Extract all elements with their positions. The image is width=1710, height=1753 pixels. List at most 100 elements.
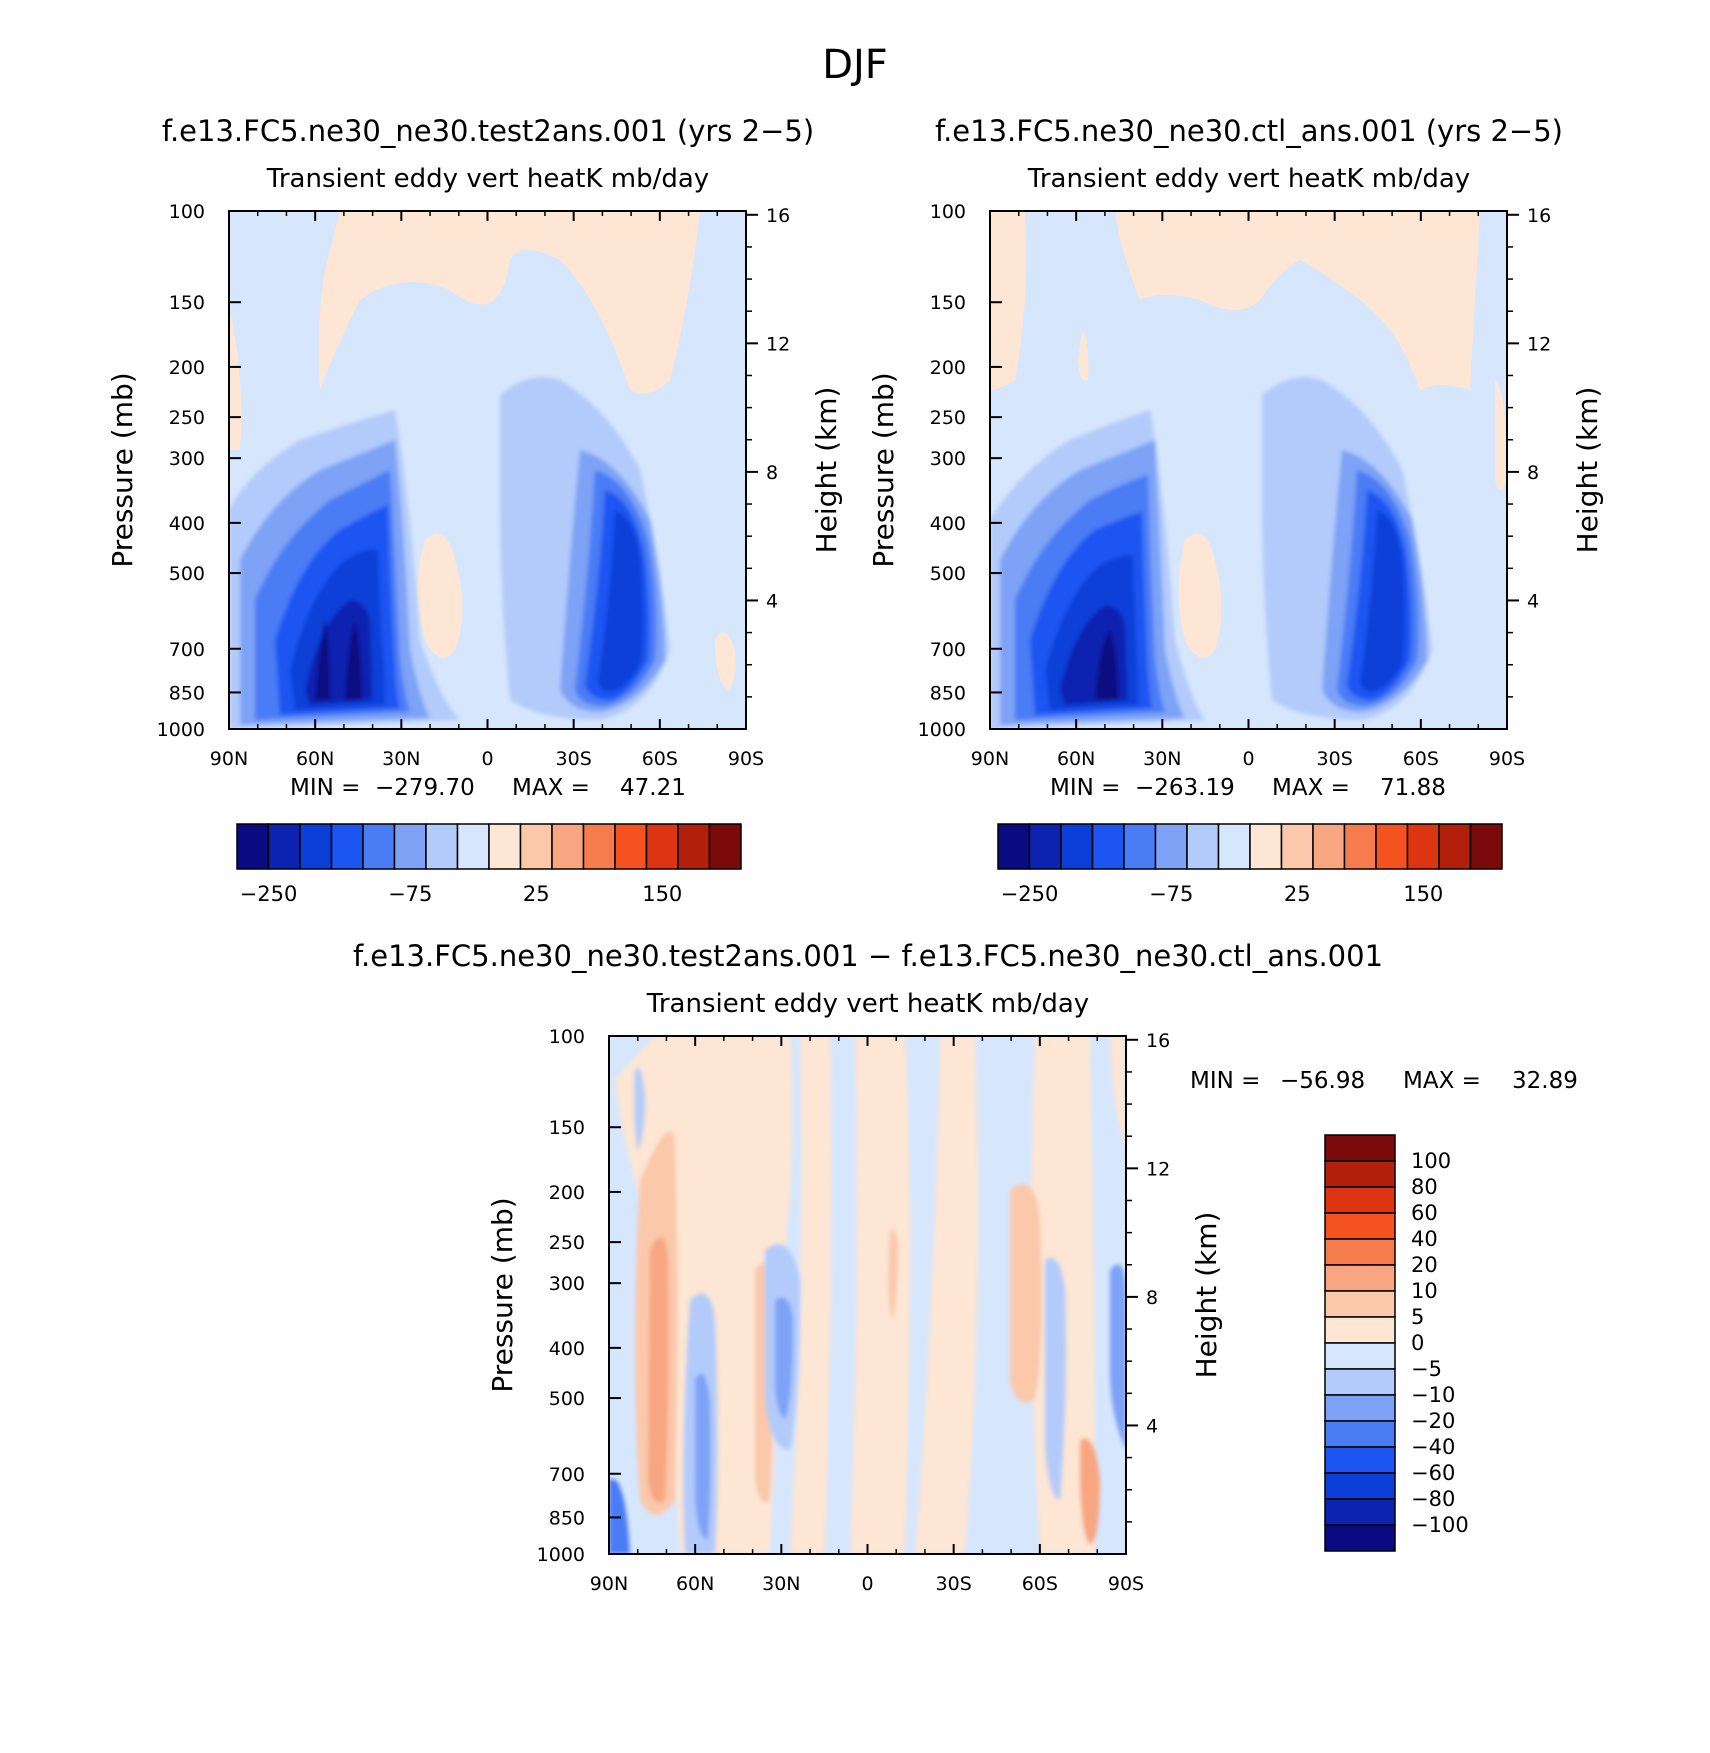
colorbar-swatch <box>1324 1238 1396 1266</box>
y2-tick-label: 4 <box>1527 590 1539 612</box>
y-tick-label: 850 <box>930 682 966 704</box>
x-tick-label: 90N <box>971 748 1009 770</box>
y2-tick-label: 8 <box>1527 462 1539 484</box>
colorbar-swatch <box>456 823 490 870</box>
colorbar-label: 5 <box>1411 1305 1424 1329</box>
y-tick-label: 500 <box>169 563 205 585</box>
positive-region <box>990 211 1027 390</box>
y-tick-label: 150 <box>549 1117 585 1139</box>
stat-max-label: MAX = <box>1403 1068 1481 1094</box>
x-tick-label: 0 <box>481 748 493 770</box>
colorbar-swatch <box>1324 1524 1396 1552</box>
sh-negative-jet <box>1262 377 1432 720</box>
generated-axes: 90N 60N 30N 0 30S 60S 90S100150200250300400500… <box>157 201 1552 1595</box>
y2-axis-label: Height (km) <box>1190 1212 1223 1379</box>
colorbar-swatch <box>1469 823 1503 870</box>
y-axis-label: Pressure (mb) <box>867 372 900 567</box>
positive-region <box>1495 380 1507 490</box>
y2-tick-label: 16 <box>766 205 790 227</box>
colorbar-label: −5 <box>1411 1357 1442 1381</box>
nh-negative-jet <box>229 410 460 729</box>
positive-region <box>1078 330 1089 381</box>
y2-axis-label: Height (km) <box>810 387 843 554</box>
y-axis-label: Pressure (mb) <box>106 372 139 567</box>
panel-diff-contours <box>609 1036 1126 1554</box>
colorbar-swatch <box>582 823 616 870</box>
y-tick-label: 400 <box>930 513 966 535</box>
positive-region <box>715 632 736 690</box>
x-tick-label: 60S <box>642 748 678 770</box>
colorbar-swatch <box>236 823 270 870</box>
colorbar-label: −75 <box>388 882 432 906</box>
panel-diff: f.e13.FC5.ne30_ne30.test2ans.001 − f.e13… <box>353 939 1578 1555</box>
y-tick-label: 1000 <box>157 719 205 741</box>
colorbar-label: 25 <box>1284 882 1311 906</box>
y2-tick-label: 12 <box>766 333 790 355</box>
colorbar-swatch <box>1324 1290 1396 1318</box>
y-tick-label: 700 <box>930 639 966 661</box>
colorbar-swatch <box>1324 1394 1396 1422</box>
colorbar-swatch <box>614 823 648 870</box>
colorbar-swatch <box>1186 823 1220 870</box>
x-tick-label: 90N <box>210 748 248 770</box>
colorbar-swatch <box>551 823 585 870</box>
y2-tick-label: 8 <box>766 462 778 484</box>
x-tick-label: 30S <box>1317 748 1353 770</box>
y-tick-label: 1000 <box>918 719 966 741</box>
y-tick-label: 300 <box>169 448 205 470</box>
y2-tick-label: 16 <box>1527 205 1551 227</box>
y-tick-label: 1000 <box>537 1544 585 1566</box>
colorbar-swatch <box>997 823 1031 870</box>
colorbar-swatch <box>1375 823 1409 870</box>
y2-tick-label: 12 <box>1146 1158 1170 1180</box>
diff-negative-bands <box>609 1068 1126 1554</box>
colorbar-swatch <box>488 823 522 870</box>
positive-region <box>318 211 700 394</box>
y-tick-label: 400 <box>549 1338 585 1360</box>
colorbar-swatch <box>1324 1368 1396 1396</box>
colorbar-swatch <box>677 823 711 870</box>
colorbar-swatch <box>1324 1420 1396 1448</box>
x-tick-label: 30N <box>762 1573 800 1595</box>
stat-min-value: −56.98 <box>1280 1068 1365 1094</box>
colorbar-swatch <box>1060 823 1094 870</box>
y-tick-label: 250 <box>549 1232 585 1254</box>
colorbar-label: −100 <box>1411 1513 1469 1537</box>
stat-max-label: MAX = <box>1272 775 1350 801</box>
colorbar-swatch <box>1324 1134 1396 1162</box>
colorbar-swatch <box>267 823 301 870</box>
y-tick-label: 400 <box>169 513 205 535</box>
panel-test-title: f.e13.FC5.ne30_ne30.test2ans.001 (yrs 2−… <box>162 114 814 148</box>
figure-title: DJF <box>822 42 888 88</box>
colorbar-swatch <box>1091 823 1125 870</box>
colorbar-swatch <box>1343 823 1377 870</box>
colorbar-swatch <box>1154 823 1188 870</box>
sh-negative-jet <box>500 377 670 720</box>
x-tick-label: 90N <box>590 1573 628 1595</box>
colorbar-label: 0 <box>1411 1331 1424 1355</box>
panel-ctl-contours <box>990 211 1507 729</box>
stat-max-label: MAX = <box>512 775 590 801</box>
x-tick-label: 60N <box>1057 748 1095 770</box>
colorbar-swatch <box>362 823 396 870</box>
colorbar-swatch <box>1324 1472 1396 1500</box>
x-tick-label: 60N <box>676 1573 714 1595</box>
colorbar-label: 80 <box>1411 1175 1438 1199</box>
positive-region <box>1178 533 1222 658</box>
y-tick-label: 250 <box>930 407 966 429</box>
panel-test-subtitle: Transient eddy vert heatK mb/day <box>266 164 709 194</box>
colorbar-swatch <box>299 823 333 870</box>
colorbar-label: −250 <box>1001 882 1059 906</box>
colorbar-label: 10 <box>1411 1279 1438 1303</box>
y-tick-label: 300 <box>549 1273 585 1295</box>
y-tick-label: 150 <box>930 292 966 314</box>
stat-min-label: MIN = <box>290 775 360 801</box>
y-tick-label: 200 <box>549 1182 585 1204</box>
y-tick-label: 850 <box>169 682 205 704</box>
panel-diff-title: f.e13.FC5.ne30_ne30.test2ans.001 − f.e13… <box>353 939 1383 973</box>
x-tick-label: 90S <box>728 748 764 770</box>
colorbar-label: −10 <box>1411 1383 1455 1407</box>
stat-max-value: 71.88 <box>1380 775 1446 801</box>
x-tick-label: 30N <box>382 748 420 770</box>
